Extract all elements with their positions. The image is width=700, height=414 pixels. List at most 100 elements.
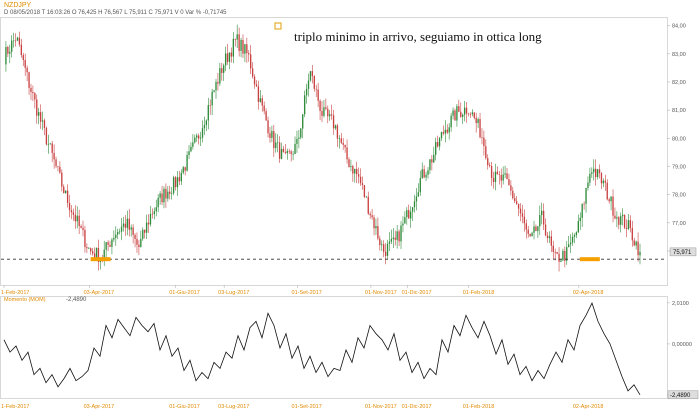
candle bbox=[342, 138, 344, 150]
candle bbox=[325, 98, 327, 111]
candle bbox=[80, 224, 82, 229]
candle bbox=[544, 218, 547, 237]
candle bbox=[635, 240, 637, 250]
candle bbox=[275, 133, 277, 153]
candle bbox=[610, 196, 612, 211]
candle bbox=[589, 167, 591, 187]
candle bbox=[444, 120, 447, 143]
candle bbox=[517, 203, 520, 217]
momentum-date-tick-label: 01-Nov-2017 bbox=[365, 404, 397, 410]
candle bbox=[307, 73, 310, 97]
candle bbox=[562, 248, 564, 261]
candle bbox=[398, 229, 400, 247]
candle bbox=[192, 134, 194, 150]
candle bbox=[246, 37, 248, 63]
candle bbox=[263, 101, 265, 115]
annotation-text[interactable]: triplo minimo in arrivo, seguiamo in ott… bbox=[294, 29, 542, 44]
candle bbox=[72, 208, 75, 221]
price-tick-label: 78,00 bbox=[672, 193, 686, 199]
candle bbox=[39, 104, 42, 129]
candle bbox=[130, 224, 132, 237]
candle bbox=[234, 38, 236, 47]
candle bbox=[404, 211, 406, 224]
candle bbox=[213, 89, 215, 93]
candle bbox=[51, 140, 53, 163]
candle bbox=[276, 134, 279, 153]
candle bbox=[255, 80, 258, 87]
candle bbox=[267, 116, 269, 138]
candle bbox=[473, 112, 475, 120]
candle bbox=[357, 167, 360, 184]
candle bbox=[425, 171, 427, 182]
candle bbox=[363, 185, 366, 199]
candle bbox=[88, 246, 90, 249]
candle bbox=[223, 63, 225, 81]
candle bbox=[288, 148, 290, 155]
candle bbox=[294, 136, 296, 155]
candle bbox=[523, 209, 526, 232]
price-tick-label: 82,00 bbox=[672, 80, 686, 86]
candle bbox=[436, 135, 439, 148]
candle bbox=[178, 170, 181, 186]
price-panel[interactable] bbox=[0, 17, 668, 286]
candle bbox=[61, 169, 63, 192]
candle bbox=[433, 146, 435, 163]
candle bbox=[440, 131, 443, 141]
candle bbox=[334, 124, 337, 130]
candle bbox=[568, 236, 570, 248]
candle bbox=[600, 171, 603, 190]
annotation-marker[interactable] bbox=[274, 22, 282, 30]
candle bbox=[155, 199, 157, 217]
candle bbox=[596, 168, 599, 180]
candle bbox=[221, 62, 223, 81]
candle bbox=[323, 100, 325, 118]
candle bbox=[552, 240, 554, 260]
candle bbox=[498, 171, 500, 185]
candle bbox=[421, 162, 423, 180]
candle bbox=[124, 215, 127, 236]
symbol-label[interactable]: NZDJPY bbox=[4, 2, 32, 9]
candle bbox=[575, 231, 578, 239]
candle bbox=[209, 99, 211, 115]
momentum-date-tick-label: 02-Apr-2018 bbox=[573, 404, 604, 410]
candle bbox=[182, 165, 184, 175]
candle bbox=[205, 119, 208, 132]
candle bbox=[477, 117, 479, 129]
date-tick-label: 01-Nov-2017 bbox=[365, 290, 397, 296]
candle bbox=[115, 226, 117, 246]
candle bbox=[463, 100, 466, 122]
candle bbox=[147, 214, 150, 233]
candle bbox=[91, 247, 94, 256]
candle bbox=[217, 73, 219, 91]
candle bbox=[103, 240, 105, 267]
candle bbox=[153, 207, 156, 220]
candle bbox=[66, 184, 69, 208]
price-tick-label: 84,00 bbox=[672, 24, 686, 30]
candle bbox=[519, 203, 522, 222]
date-tick-label: 01-Giu-2017 bbox=[169, 290, 200, 296]
candle bbox=[282, 146, 285, 153]
candle bbox=[269, 127, 271, 143]
candle bbox=[350, 159, 352, 172]
candle bbox=[367, 191, 369, 215]
momentum-title: Momento (MOM) bbox=[4, 297, 46, 303]
candle bbox=[529, 233, 531, 237]
candle bbox=[515, 196, 518, 205]
candle bbox=[59, 161, 61, 174]
candle bbox=[311, 65, 314, 84]
candle bbox=[157, 194, 159, 213]
momentum-panel[interactable] bbox=[0, 296, 668, 399]
candle bbox=[11, 35, 13, 58]
candle bbox=[174, 176, 177, 191]
candle bbox=[344, 144, 346, 153]
momentum-current-top-label: -2,4890 bbox=[66, 297, 87, 303]
candle bbox=[571, 232, 574, 246]
candle bbox=[55, 156, 57, 169]
candle bbox=[302, 113, 304, 139]
candle bbox=[228, 52, 231, 70]
candle bbox=[500, 168, 502, 188]
candle bbox=[165, 183, 167, 208]
candle bbox=[556, 251, 558, 255]
candle bbox=[446, 124, 448, 135]
candle bbox=[12, 32, 15, 48]
